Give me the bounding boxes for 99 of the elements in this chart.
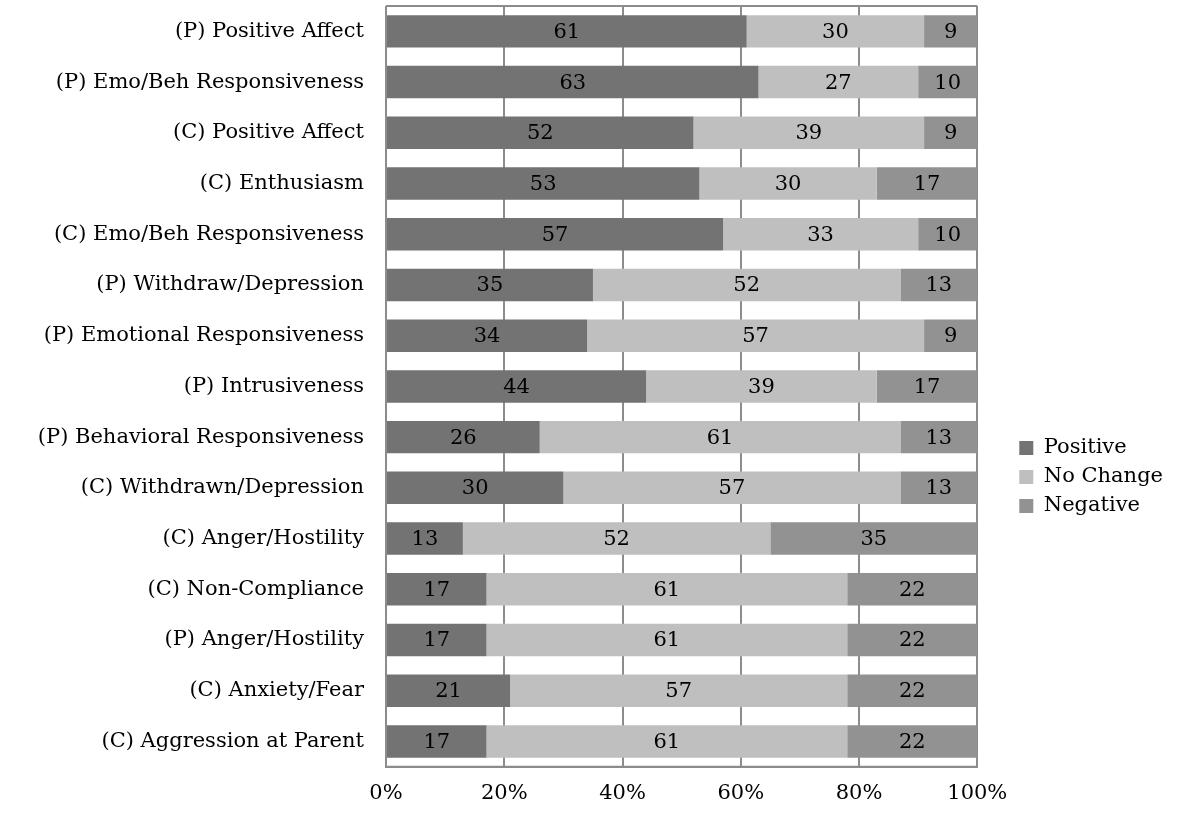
data-label: 61 [553,18,581,43]
x-tick-label: 0% [369,779,403,804]
data-label: 22 [898,576,926,601]
data-label: 30 [774,170,802,195]
bar [387,218,724,251]
data-label: 17 [913,373,941,398]
legend-label: Positive [1043,434,1127,459]
legend-label: Negative [1043,492,1141,517]
data-label: 33 [807,221,834,246]
data-label: 57 [718,475,746,500]
y-tick-label: (C) Emo/Beh Responsiveness [53,220,364,245]
bar [646,370,877,403]
data-label: 17 [423,728,451,753]
bar [510,674,848,707]
bar [387,116,694,150]
data-label: 39 [795,120,823,145]
data-label: 35 [860,526,888,551]
y-tick-label: (P) Withdraw/Depression [96,271,364,296]
bar [387,420,540,454]
y-tick-label: (P) Behavioral Responsiveness [37,423,364,448]
data-label: 26 [450,424,477,449]
x-tick-label: 80% [835,779,883,804]
data-label: 17 [913,170,941,195]
data-label: 30 [461,475,489,500]
bar [387,65,759,99]
bar [758,65,919,99]
data-label: 57 [541,221,569,246]
x-tick-label: 100% [947,779,1008,804]
bar [563,471,901,505]
data-label: 52 [733,272,761,297]
data-label: 10 [934,221,962,246]
y-tick-label: (C) Aggression at Parent [101,727,365,752]
data-label: 57 [665,678,693,703]
data-label: 10 [934,69,962,94]
bar [387,167,700,200]
bar [387,370,647,403]
x-tick-label: 40% [599,779,646,804]
data-label: 22 [898,627,926,652]
data-label: 21 [435,678,462,703]
y-tick-label: (P) Intrusiveness [183,372,364,397]
data-label: 9 [944,323,958,348]
y-tick-label: (C) Positive Affect [172,119,365,144]
data-label: 17 [423,576,451,601]
data-label: 9 [944,18,958,43]
data-label: 9 [944,120,958,145]
bar [699,167,877,200]
bar [486,725,848,758]
data-label: 13 [411,526,439,551]
data-label: 13 [925,475,953,500]
data-label: 27 [824,69,852,94]
data-label: 34 [473,323,501,348]
data-label: 61 [653,627,681,652]
data-label: 61 [653,728,681,753]
y-tick-label: (P) Anger/Hostility [164,626,365,651]
data-label: 61 [653,576,681,601]
data-label: 35 [476,272,504,297]
bar [387,268,593,302]
x-tick-label: 60% [717,779,765,804]
bar [693,116,925,150]
data-label: 52 [603,526,630,551]
bar [592,268,901,302]
data-label: 53 [529,170,557,195]
y-tick-label: (C) Withdrawn/Depression [80,474,364,499]
bar [723,218,919,251]
bar [486,623,848,657]
bar [387,674,511,707]
data-label: 44 [503,373,530,398]
data-label: 22 [898,678,926,703]
bar [387,319,588,352]
data-label: 63 [559,69,587,94]
data-label: 39 [748,373,775,398]
bar [387,623,487,657]
data-label: 52 [526,120,554,145]
bar [387,573,487,606]
y-tick-label: (P) Emotional Responsiveness [43,322,364,347]
bar [387,522,463,555]
bar [539,420,901,454]
bar [387,725,487,758]
data-label: 22 [898,728,926,753]
legend-label: No Change [1043,463,1163,488]
y-tick-label: (P) Emo/Beh Responsiveness [55,68,364,93]
data-label: 61 [706,424,734,449]
data-label: 17 [423,627,451,652]
y-tick-label: (C) Enthusiasm [199,169,365,194]
bar [462,522,771,555]
y-tick-label: (C) Anxiety/Fear [189,677,365,702]
y-tick-label: (P) Positive Affect [174,17,365,42]
y-tick-label: (C) Non-Compliance [147,575,364,600]
data-label: 13 [925,424,953,449]
data-label: 57 [742,323,769,348]
x-tick-label: 20% [480,779,528,804]
data-label: 13 [925,272,953,297]
bar [486,573,848,606]
bar [746,15,925,48]
y-tick-label: (C) Anger/Hostility [162,525,365,550]
bar [587,319,925,352]
bar [387,15,747,48]
bar [387,471,564,505]
data-label: 30 [822,18,849,43]
